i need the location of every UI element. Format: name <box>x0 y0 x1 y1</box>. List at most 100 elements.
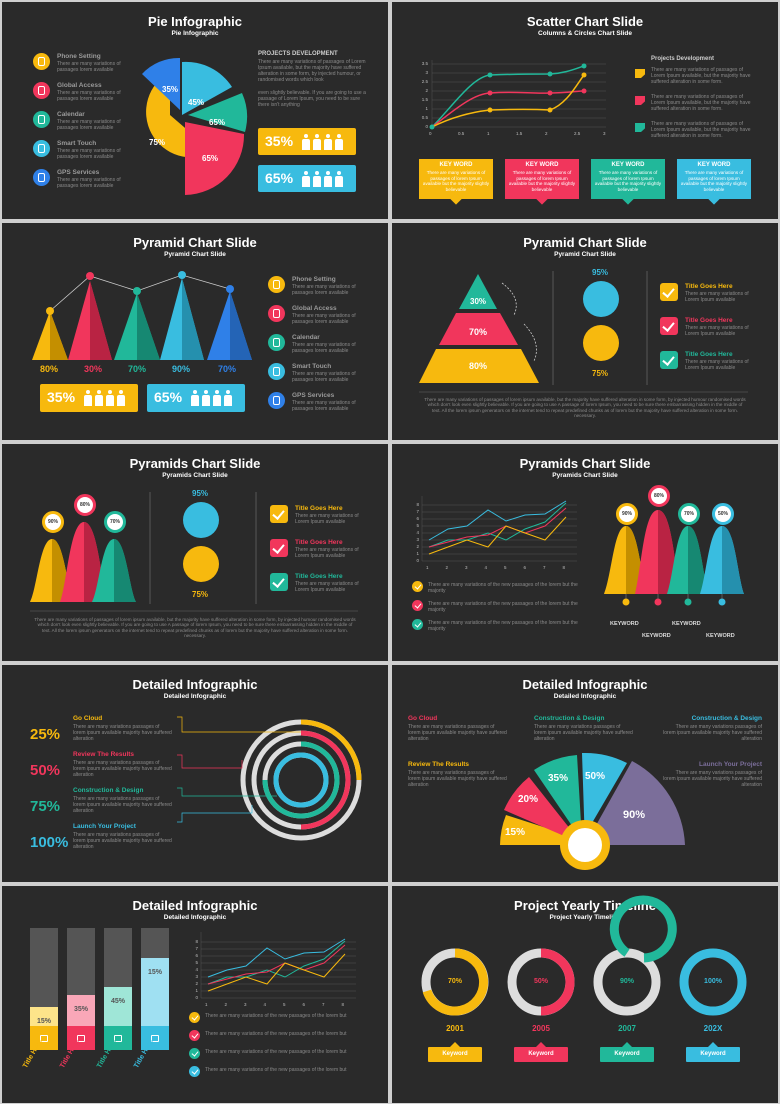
axis-tick-label: 2 <box>224 1002 228 1007</box>
axis-tick-label: 5 <box>504 565 507 570</box>
donut-percent: 50% <box>533 978 548 985</box>
person-icon <box>95 390 103 406</box>
slide-subtitle: Pyramid Chart Slide <box>164 251 226 258</box>
list-item-title: Phone Setting <box>57 53 101 60</box>
check-item-text: There are many variations of Lorem Ipsum… <box>295 547 359 559</box>
pin-marker: 90% <box>42 511 64 533</box>
series-yellow <box>431 74 585 128</box>
item-title: Construction & Design <box>534 715 605 722</box>
keyword-tag: Keyword <box>686 1042 740 1062</box>
axis-tick-label: 5 <box>283 1002 286 1007</box>
slide-title: Detailed Infographic <box>522 677 648 692</box>
globe-icon <box>33 82 50 99</box>
slide-pie-infographic[interactable]: Pie Infographic Pie Infographic Phone Se… <box>2 2 388 219</box>
slide-pyramid-chart[interactable]: Pyramid Chart Slide Pyramid Chart Slide … <box>2 223 388 440</box>
slide-subtitle: Detailed Infographic <box>163 914 227 921</box>
person-icon <box>302 171 310 187</box>
item-text: There are many variations passages of lo… <box>534 724 633 742</box>
stat-box-blue: 65% <box>147 384 245 412</box>
pyramid-value: 90% <box>172 364 191 374</box>
phone-icon <box>33 53 50 70</box>
slide-detailed-fan[interactable]: Detailed Infographic Detailed Infographi… <box>392 665 778 882</box>
axis-tick-label: 8 <box>562 565 566 570</box>
check-item-title: Title Goes Here <box>685 283 733 290</box>
axis-tick-label: 2 <box>545 131 548 136</box>
axis-tick-label: 1 <box>205 1002 208 1007</box>
bar-fill <box>30 1026 58 1050</box>
touch-icon <box>33 140 50 157</box>
check-item-title: Title Goes Here <box>685 351 733 358</box>
axis-tick-label: 4 <box>484 565 488 570</box>
check-icon <box>189 1066 200 1077</box>
axis-tick-label: 7 <box>416 509 419 514</box>
check-item-text: There are many variations of the new pas… <box>205 1013 347 1019</box>
axis-tick-label: 3 <box>603 131 606 136</box>
slide-title: Pyramid Chart Slide <box>523 235 647 250</box>
list-item-title: GPS Services <box>292 392 335 399</box>
pyramid-value: 80% <box>40 364 59 374</box>
check-item-text: There are many variations of the new pas… <box>205 1049 347 1055</box>
axis-tick-label: 8 <box>416 502 419 507</box>
pie-slice-35 <box>142 57 180 110</box>
keyword-card: KEY WORD There are many variations of pas… <box>591 159 665 205</box>
item-title: Review The Results <box>408 761 470 768</box>
slide-pyramids-line[interactable]: Pyramids Chart Slide Pyramids Chart Slid… <box>392 444 778 661</box>
axis-tick-label: 7 <box>543 565 546 570</box>
icon-glyph <box>38 173 45 182</box>
icon-glyph <box>273 309 280 318</box>
slide-pyramids-bells[interactable]: Pyramids Chart Slide Pyramids Chart Slid… <box>2 444 388 661</box>
item-title: Construction & Design <box>73 787 144 794</box>
check-item-title: Title Goes Here <box>295 573 343 580</box>
bar-fill <box>141 1026 169 1050</box>
axis-tick-label: 0 <box>425 124 428 129</box>
axis-tick-label: 6 <box>416 516 419 521</box>
series-points <box>429 63 587 130</box>
slide-scatter-chart[interactable]: Scatter Chart Slide Columns & Circles Ch… <box>392 2 778 219</box>
bar-icon <box>77 1035 85 1042</box>
pyramid-bars <box>32 271 252 360</box>
axis-tick-label: 3 <box>465 565 468 570</box>
pie-label: 75% <box>149 138 166 147</box>
pie-label: 45% <box>188 98 205 107</box>
pin-marker: 50% <box>712 503 734 525</box>
progress-bar: 15% <box>141 928 169 1050</box>
list-item-text: There are many variations of passages lo… <box>292 400 356 412</box>
axis-tick-label: 5 <box>416 523 419 528</box>
touch-icon <box>268 363 285 380</box>
legend-text: There are many variations of passages of… <box>651 67 751 85</box>
axis-tick-label: 0 <box>416 558 419 563</box>
axis-tick-label: 3 <box>416 537 419 542</box>
person-icon <box>335 134 343 150</box>
fan-label: 50% <box>585 771 606 782</box>
bottom-percent: 75% <box>192 590 209 599</box>
axis-tick-label: 2.5 <box>574 131 581 136</box>
pie-label: 35% <box>162 85 179 94</box>
check-icon <box>412 600 423 611</box>
axis-tick-label: 3 <box>195 974 198 979</box>
bar-icon <box>40 1035 48 1042</box>
item-text: There are many variations passages of lo… <box>408 770 507 788</box>
person-icon <box>84 390 92 406</box>
slide-subtitle: Pyramids Chart Slide <box>162 472 228 479</box>
slide-yearly-timeline[interactable]: Project Yearly Timeline Project Yearly T… <box>392 886 778 1103</box>
top-percent: 95% <box>192 489 209 498</box>
bar-value: 35% <box>73 1006 88 1013</box>
slide-detailed-bars[interactable]: Detailed Infographic Detailed Infographi… <box>2 886 388 1103</box>
check-item-text: There are many variations of Lorem Ipsum… <box>685 359 749 371</box>
line-chart <box>421 496 744 606</box>
top-percent: 95% <box>592 268 609 277</box>
slide-pyramid-triangle[interactable]: Pyramid Chart Slide Pyramid Chart Slide … <box>392 223 778 440</box>
pyramid-value: 30% <box>84 364 103 374</box>
person-icon <box>302 134 310 150</box>
list-item-title: Smart Touch <box>292 363 332 370</box>
pin-marker: 70% <box>678 503 700 525</box>
axis-tick-label: 4 <box>195 967 198 972</box>
item-title: Launch Your Project <box>73 823 136 830</box>
axis-tick-label: 3 <box>425 70 428 75</box>
person-icon <box>213 390 221 406</box>
donut-percent: 100% <box>704 978 722 985</box>
slide-detailed-rings[interactable]: Detailed Infographic Detailed Infographi… <box>2 665 388 882</box>
female-badge <box>183 502 219 538</box>
axis-tick-label: 1 <box>487 131 490 136</box>
list-item-text: There are many variations of passages lo… <box>292 313 356 325</box>
